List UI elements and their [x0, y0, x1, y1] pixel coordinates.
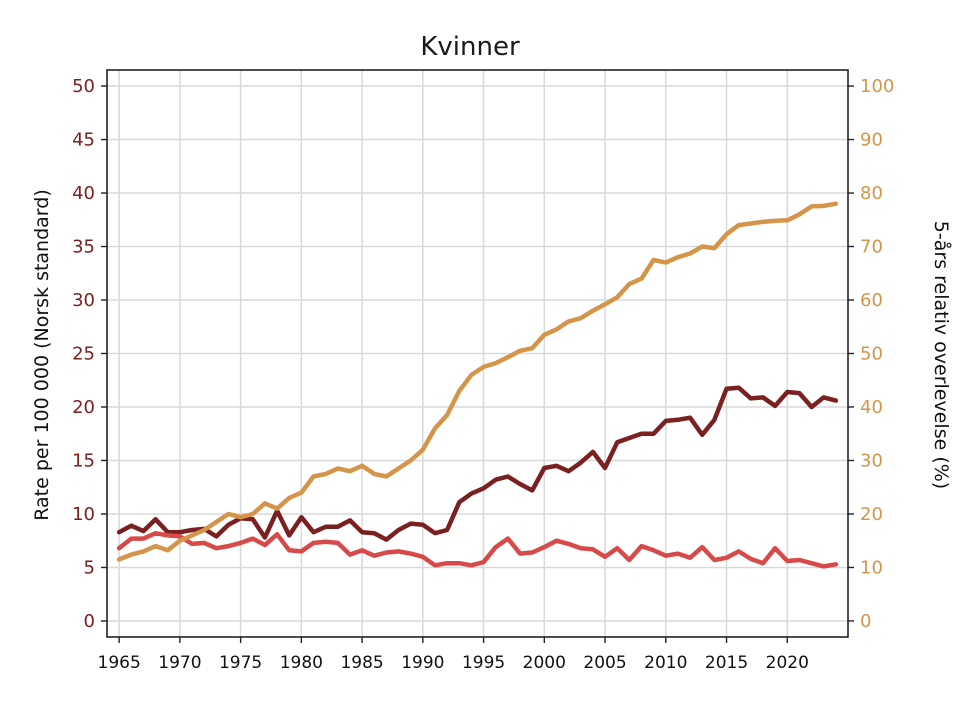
x-tick-label-2005: 2005 — [583, 653, 626, 673]
y-tick-label-right-40: 40 — [860, 397, 883, 418]
y-tick-label-right-50: 50 — [860, 344, 883, 365]
x-tick-label-1980: 1980 — [280, 653, 323, 673]
x-tick-label-1965: 1965 — [98, 653, 141, 673]
y-tick-label-right-10: 10 — [860, 557, 883, 578]
ticks: 1965 1970 1975 1980 1985 1990 1995 2000 2005 2010… — [72, 76, 894, 673]
y-tick-label-right-80: 80 — [860, 183, 883, 204]
y-tick-label-left-0: 0 — [84, 611, 95, 632]
y-tick-label-left-50: 50 — [72, 76, 95, 97]
x-tick-label-2010: 2010 — [644, 653, 687, 673]
y-tick-label-left-30: 30 — [72, 290, 95, 311]
y-axis-label-right: 5-års relativ overlevelse (%) — [930, 221, 953, 489]
grid — [107, 70, 848, 637]
y-tick-label-left-35: 35 — [72, 237, 95, 258]
y-tick-label-right-90: 90 — [860, 130, 883, 151]
y-axis-label-left: Rate per 100 000 (Norsk standard) — [31, 189, 53, 521]
y-tick-label-right-30: 30 — [860, 450, 883, 471]
y-tick-label-right-60: 60 — [860, 290, 883, 311]
chart-title: Kvinner — [420, 32, 520, 62]
x-tick-label-2000: 2000 — [523, 653, 566, 673]
y-tick-label-left-20: 20 — [72, 397, 95, 418]
x-tick-label-2015: 2015 — [705, 653, 748, 673]
x-tick-label-1995: 1995 — [462, 653, 505, 673]
y-tick-label-left-10: 10 — [72, 504, 95, 525]
series-line-2 — [116, 530, 839, 569]
x-tick-label-1990: 1990 — [401, 653, 444, 673]
series-group — [116, 201, 839, 569]
series-line-1 — [116, 385, 839, 542]
y-tick-label-right-0: 0 — [860, 611, 871, 632]
y-tick-label-left-5: 5 — [84, 557, 95, 578]
series-line-3 — [116, 201, 839, 562]
y-tick-label-left-15: 15 — [72, 450, 95, 471]
x-tick-label-1970: 1970 — [158, 653, 201, 673]
x-tick-label-1975: 1975 — [219, 653, 262, 673]
y-tick-label-left-40: 40 — [72, 183, 95, 204]
y-tick-label-left-25: 25 — [72, 344, 95, 365]
y-tick-label-right-70: 70 — [860, 237, 883, 258]
y-tick-label-left-45: 45 — [72, 130, 95, 151]
x-tick-label-1985: 1985 — [340, 653, 383, 673]
y-tick-label-right-100: 100 — [860, 76, 894, 97]
y-tick-label-right-20: 20 — [860, 504, 883, 525]
x-tick-label-2020: 2020 — [766, 653, 809, 673]
